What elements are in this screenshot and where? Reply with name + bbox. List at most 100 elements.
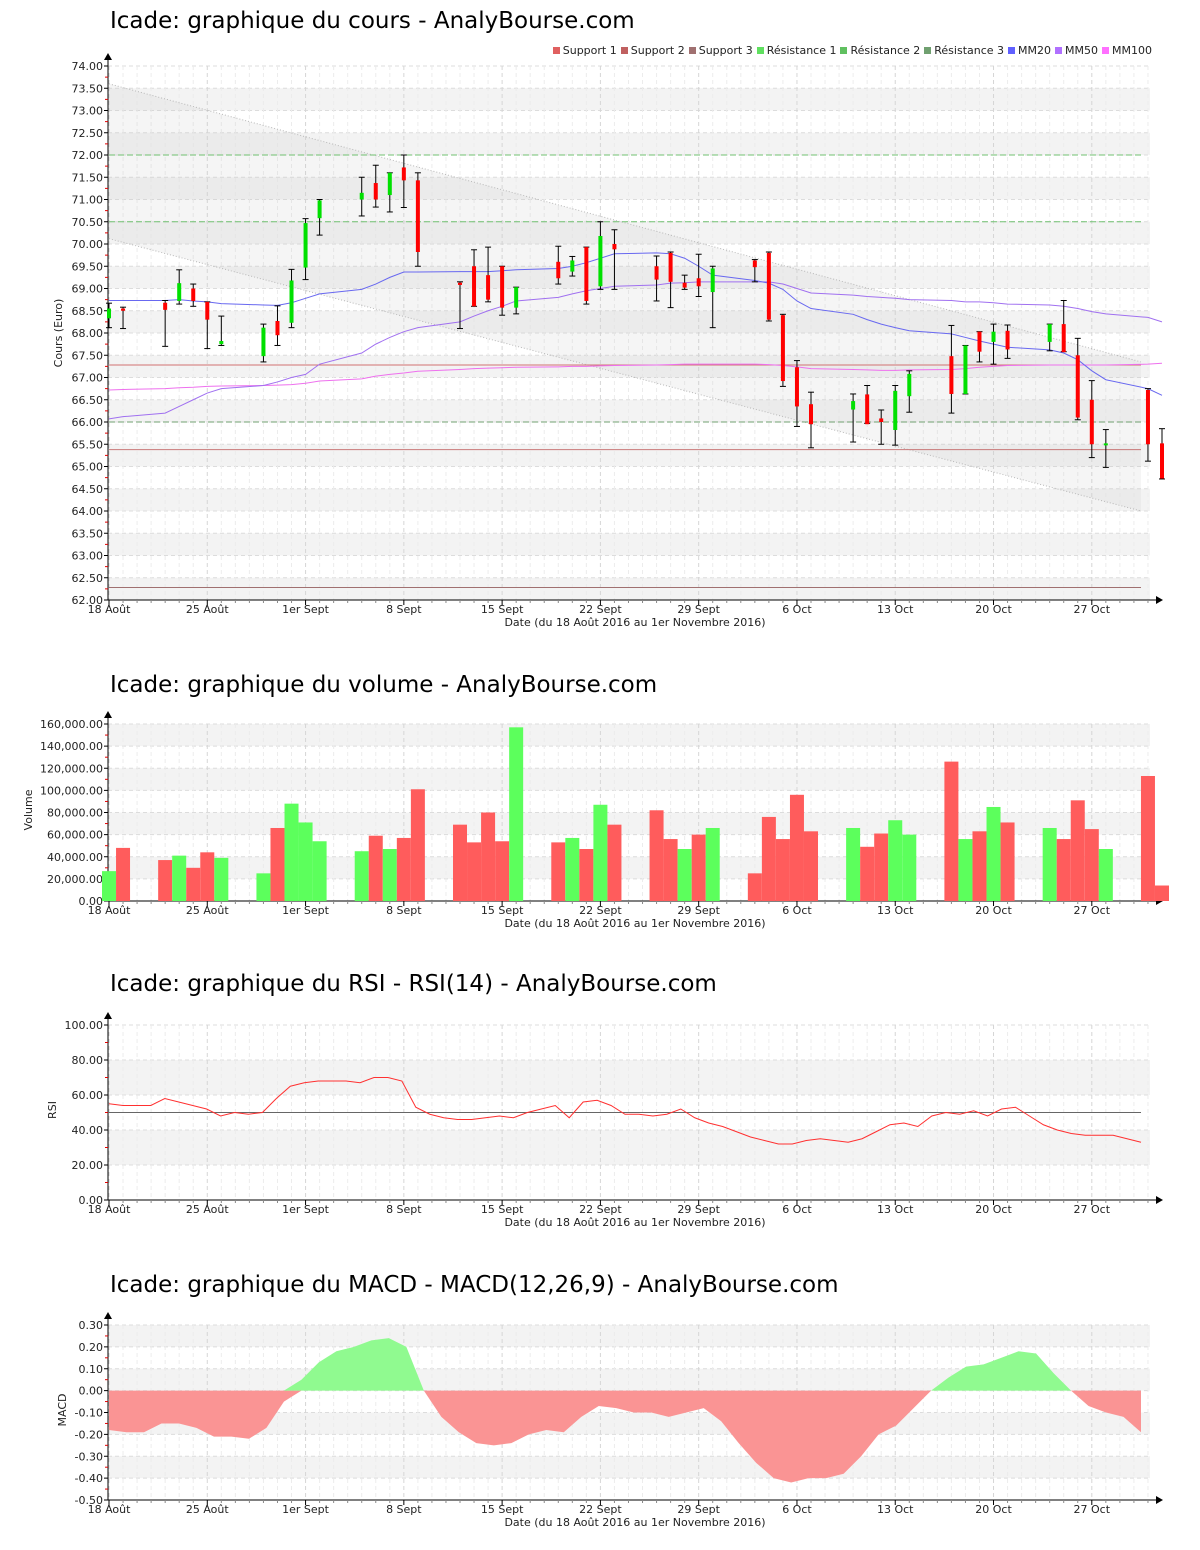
- legend-item-support-1: Support 1: [552, 44, 617, 57]
- candle: [177, 283, 182, 301]
- candle: [401, 167, 406, 181]
- legend-label: Support 2: [630, 44, 685, 57]
- svg-text:15 Sept: 15 Sept: [481, 904, 524, 917]
- legend-item-mm20: MM20: [1008, 44, 1051, 57]
- volume-bar: [467, 842, 482, 901]
- candle: [1047, 324, 1052, 342]
- svg-text:69.50: 69.50: [72, 260, 104, 273]
- volume-bar: [410, 789, 425, 901]
- svg-text:0.10: 0.10: [79, 1363, 104, 1376]
- svg-text:-0.20: -0.20: [75, 1428, 103, 1441]
- volume-bar: [382, 849, 397, 901]
- svg-text:25 Août: 25 Août: [186, 1503, 230, 1516]
- volume-bar: [1098, 849, 1113, 901]
- volume-bar: [1140, 775, 1155, 901]
- svg-text:-0.30: -0.30: [75, 1450, 103, 1463]
- candle: [668, 252, 673, 282]
- volume-bar: [256, 873, 271, 901]
- volume-bar: [747, 873, 762, 901]
- svg-text:72.50: 72.50: [72, 127, 104, 140]
- legend-item-mm100: MM100: [1102, 44, 1152, 57]
- svg-text:27 Oct: 27 Oct: [1074, 904, 1111, 917]
- volume-bar: [453, 824, 467, 901]
- candle: [598, 235, 603, 287]
- candle: [809, 404, 813, 425]
- svg-text:29 Sept: 29 Sept: [677, 1203, 720, 1216]
- volume-bar: [944, 761, 959, 901]
- candle: [794, 367, 799, 407]
- svg-text:64.00: 64.00: [72, 505, 104, 518]
- svg-text:27 Oct: 27 Oct: [1074, 1503, 1111, 1516]
- legend-label: Résistance 1: [766, 44, 837, 57]
- svg-text:18 Août: 18 Août: [88, 603, 132, 616]
- candle: [373, 183, 378, 200]
- svg-text:40.00: 40.00: [72, 1124, 104, 1137]
- svg-text:29 Sept: 29 Sept: [677, 904, 720, 917]
- candle: [654, 266, 659, 280]
- legend-swatch-icon: [756, 47, 764, 54]
- candle: [710, 268, 715, 293]
- volume-bar: [874, 833, 889, 901]
- legend-label: Résistance 2: [850, 44, 921, 57]
- candle: [977, 331, 982, 352]
- svg-text:64.50: 64.50: [72, 483, 104, 496]
- macd-positive-area: [109, 1338, 1141, 1391]
- candle: [191, 288, 196, 301]
- candle: [289, 280, 294, 323]
- candle: [387, 172, 392, 196]
- candle: [1145, 389, 1150, 445]
- legend-swatch-icon: [840, 47, 848, 54]
- volume-bar: [1056, 839, 1071, 901]
- candle: [1160, 443, 1164, 479]
- volume-bar: [804, 831, 818, 901]
- legend-swatch-icon: [620, 47, 628, 54]
- candle: [1089, 399, 1094, 445]
- volume-bar: [298, 822, 313, 901]
- svg-text:RSI: RSI: [46, 1101, 59, 1119]
- svg-text:6 Oct: 6 Oct: [782, 904, 812, 917]
- svg-text:Date (du 18 Août 2016 au 1er N: Date (du 18 Août 2016 au 1er Novembre 20…: [504, 1216, 765, 1229]
- svg-text:69.00: 69.00: [72, 283, 104, 296]
- volume-bar: [158, 860, 173, 901]
- svg-text:73.00: 73.00: [72, 105, 104, 118]
- candle: [107, 308, 111, 319]
- volume-bar: [789, 794, 804, 901]
- candle: [991, 331, 996, 342]
- volume-bar: [593, 804, 608, 901]
- volume-bar: [565, 837, 580, 901]
- svg-text:15 Sept: 15 Sept: [481, 1503, 524, 1516]
- svg-text:6 Oct: 6 Oct: [782, 603, 812, 616]
- macd-chart: 0.30 0.20 0.10 0.00 -0.10 -0.20 -0.30 -0.40 -0.5…: [56, 1312, 1163, 1529]
- svg-text:20 Oct: 20 Oct: [975, 1203, 1012, 1216]
- svg-text:63.50: 63.50: [72, 527, 104, 540]
- svg-text:29 Sept: 29 Sept: [677, 1503, 720, 1516]
- svg-text:70.50: 70.50: [72, 216, 104, 229]
- macd-chart-title: Icade: graphique du MACD - MACD(12,26,9)…: [110, 1272, 839, 1298]
- svg-text:22 Sept: 22 Sept: [579, 1503, 622, 1516]
- svg-text:62.50: 62.50: [72, 572, 104, 585]
- svg-text:100.00: 100.00: [65, 1019, 104, 1032]
- volume-bar: [579, 849, 594, 901]
- svg-text:13 Oct: 13 Oct: [877, 1203, 914, 1216]
- candle: [472, 266, 477, 307]
- svg-text:140,000.00: 140,000.00: [40, 740, 103, 753]
- svg-text:68.00: 68.00: [72, 327, 104, 340]
- candle: [865, 394, 870, 425]
- svg-text:8 Sept: 8 Sept: [386, 1503, 422, 1516]
- candle: [752, 260, 757, 268]
- svg-text:25 Août: 25 Août: [186, 904, 230, 917]
- svg-text:100,000.00: 100,000.00: [40, 784, 103, 797]
- volume-bar: [102, 871, 116, 901]
- legend-item-résistance-3: Résistance 3: [924, 44, 1004, 57]
- volume-bar: [691, 834, 706, 901]
- svg-text:22 Sept: 22 Sept: [579, 603, 622, 616]
- svg-text:6 Oct: 6 Oct: [782, 1203, 812, 1216]
- svg-text:18 Août: 18 Août: [88, 904, 132, 917]
- legend-label: MM100: [1112, 44, 1152, 57]
- svg-text:13 Oct: 13 Oct: [877, 1503, 914, 1516]
- svg-text:73.50: 73.50: [72, 82, 104, 95]
- svg-text:60.00: 60.00: [72, 1089, 104, 1102]
- svg-text:1er Sept: 1er Sept: [282, 1503, 330, 1516]
- svg-text:68.50: 68.50: [72, 305, 104, 318]
- svg-text:120,000.00: 120,000.00: [40, 762, 103, 775]
